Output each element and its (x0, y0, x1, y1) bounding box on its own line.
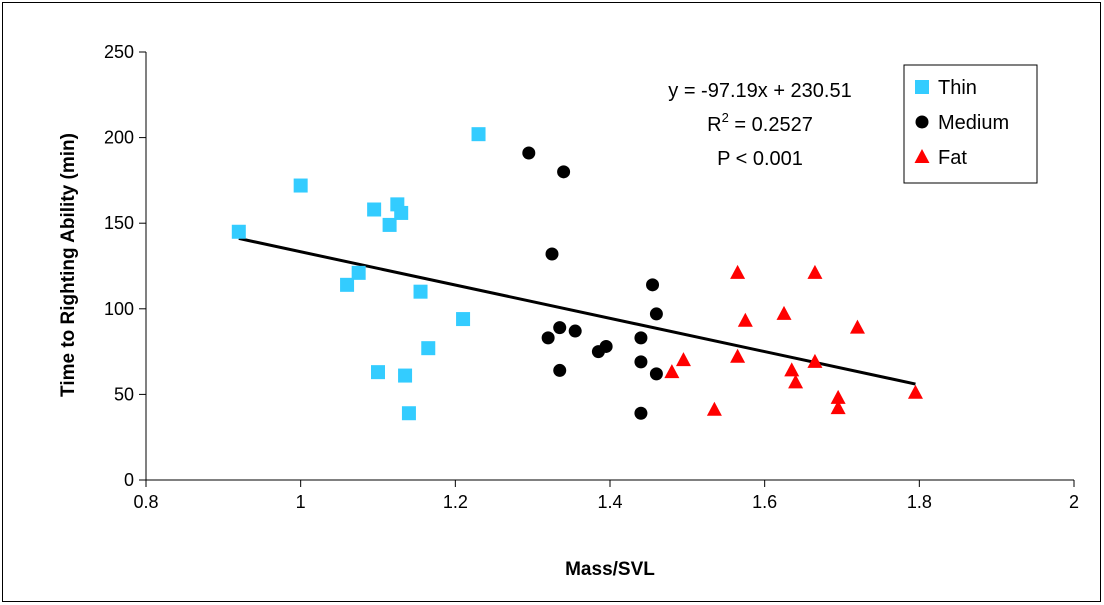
x-tick-label: 1.6 (752, 492, 777, 512)
y-tick-label: 50 (114, 384, 134, 404)
x-tick-label: 1.2 (443, 492, 468, 512)
point-thin (340, 277, 355, 292)
point-fat (830, 400, 846, 415)
point-medium (634, 355, 648, 369)
point-fat (807, 353, 823, 368)
point-medium (649, 367, 663, 381)
legend-marker-thin (915, 80, 929, 94)
point-thin (456, 312, 471, 327)
point-fat (830, 389, 846, 404)
y-tick-label: 250 (104, 42, 134, 62)
legend-label-fat: Fat (938, 147, 967, 169)
x-tick-label: 0.8 (133, 492, 158, 512)
point-fat (776, 305, 792, 320)
point-medium (553, 363, 567, 377)
point-medium (599, 339, 613, 353)
point-fat (675, 352, 691, 367)
y-axis-ticks: 0 50 100 150 200 250 (104, 42, 146, 490)
trendline-equation: y = -97.19x + 230.51 (668, 80, 851, 102)
point-fat (730, 264, 746, 279)
y-tick-label: 0 (124, 470, 134, 490)
point-medium (522, 146, 536, 160)
point-fat (664, 364, 680, 379)
legend-marker-fat (914, 149, 930, 163)
point-thin (471, 127, 486, 142)
x-axis-label: Mass/SVL (565, 559, 655, 580)
series-thin (231, 127, 486, 421)
point-fat (706, 401, 722, 416)
point-fat (730, 348, 746, 363)
legend-label-thin: Thin (938, 77, 977, 99)
x-tick-label: 2 (1069, 492, 1079, 512)
r-squared-superscript: 2 (722, 110, 729, 125)
point-thin (351, 265, 366, 280)
r-squared-annotation: R2 = 0.2527 (707, 110, 813, 136)
y-tick-label: 200 (104, 128, 134, 148)
point-medium (553, 321, 567, 335)
x-axis-ticks: 0.8 1 1.2 1.4 1.6 1.8 2 (133, 480, 1079, 512)
point-thin (367, 202, 382, 217)
point-thin (382, 217, 397, 232)
point-thin (398, 368, 413, 383)
point-thin (394, 205, 409, 220)
point-thin (421, 341, 436, 356)
point-medium (646, 278, 660, 292)
point-thin (401, 406, 416, 421)
x-tick-label: 1.4 (597, 492, 622, 512)
point-medium (545, 247, 559, 261)
legend-label-medium: Medium (938, 112, 1009, 134)
point-fat (784, 362, 800, 377)
point-fat (907, 384, 923, 399)
trendline-group (238, 236, 916, 386)
point-fat (807, 264, 823, 279)
legend: Thin Medium Fat (903, 64, 1038, 184)
point-fat (849, 319, 865, 334)
r-squared-prefix: R (707, 114, 721, 136)
point-thin (293, 178, 308, 193)
series-fat (664, 264, 923, 416)
point-fat (788, 374, 804, 389)
point-medium (634, 406, 648, 420)
p-value-annotation: P < 0.001 (717, 148, 803, 170)
x-tick-label: 1 (296, 492, 306, 512)
point-medium (541, 331, 555, 345)
legend-marker-medium (915, 115, 929, 129)
point-fat (737, 312, 753, 327)
r-squared-value: = 0.2527 (729, 114, 813, 136)
x-tick-label: 1.8 (907, 492, 932, 512)
point-medium (557, 165, 571, 179)
point-medium (634, 331, 648, 345)
y-tick-label: 100 (104, 299, 134, 319)
point-medium (649, 307, 663, 321)
y-axis-label: Time to Righting Ability (min) (58, 133, 79, 397)
point-thin (371, 365, 385, 380)
data-points (231, 127, 923, 421)
point-thin (413, 284, 428, 299)
point-medium (568, 324, 582, 338)
trendline (238, 236, 916, 386)
y-tick-label: 150 (104, 213, 134, 233)
series-medium (522, 146, 663, 420)
point-thin (231, 224, 246, 239)
